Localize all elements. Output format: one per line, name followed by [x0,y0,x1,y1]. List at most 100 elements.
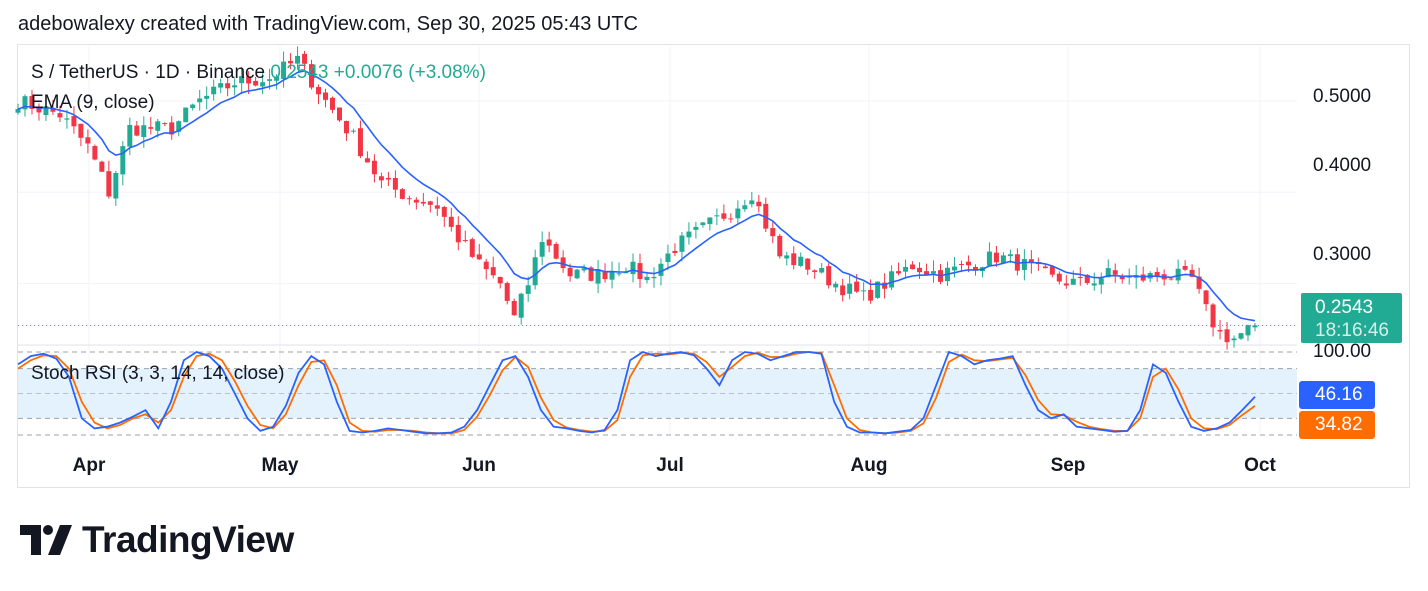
candle-body [658,263,664,276]
candle-body [364,158,370,163]
stoch-k-tag: 46.16 [1299,381,1375,409]
candle-body [323,92,329,100]
candle-body [728,218,734,220]
candle-body [1049,266,1055,275]
candle-body [609,271,615,280]
symbol-name: S / TetherUS · 1D · Binance [31,62,266,83]
candle-body [448,216,454,227]
candle-body [329,97,335,110]
candle-body [71,116,77,127]
candle-body [700,222,706,226]
candle-body [350,130,356,132]
x-tick-label: Jun [462,455,496,476]
candle-body [274,76,280,81]
candle-body [1196,276,1202,289]
candle-body [951,266,957,271]
candle-body [798,256,804,266]
candle-body [644,276,650,281]
candle-body [1077,276,1083,278]
candle-body [742,205,748,210]
candle-body [246,76,252,84]
candle-body [693,226,699,230]
candle-body [1000,255,1006,264]
candle-body [392,178,398,190]
candle-body [896,271,902,274]
candle-body [903,266,909,272]
candle-body [1119,276,1125,280]
candle-body [630,261,636,275]
symbol-legend: S / TetherUS · 1D · Binance 0.2543 +0.00… [31,62,486,84]
candle-body [1182,266,1188,270]
candle-body [134,125,140,136]
candle-body [106,171,112,197]
candle-body [176,121,182,132]
candle-body [267,79,273,81]
price-change: +0.0076 (+3.08%) [333,62,486,83]
candle-body [288,60,294,64]
candle-body [1056,273,1062,282]
candle-body [616,273,622,275]
stoch-rsi-legend: Stoch RSI (3, 3, 14, 14, close) [31,363,285,384]
candle-body [1028,259,1034,263]
stoch-k-line [17,350,1256,435]
candle-body [560,257,566,269]
candle-body [595,269,601,284]
candle-body [749,200,755,205]
candle-body [1007,254,1013,257]
tradingview-logo[interactable]: TradingView [20,519,294,561]
candle-body [469,239,475,257]
candle-body [812,270,818,272]
candle-body [539,242,545,257]
candle-body [309,64,315,88]
candle-body [406,198,412,200]
candle-body [232,85,238,88]
candle-body [889,271,895,288]
chart-frame [17,44,1410,488]
candle-body [931,271,937,274]
candle-body [714,215,720,217]
x-tick-label: Aug [850,455,888,476]
candle-body [882,282,888,289]
candle-body [197,98,203,103]
candle-body [784,255,790,259]
candle-body [518,293,524,318]
candle-body [546,239,552,246]
candle-body [861,290,867,292]
candle-body [336,107,342,121]
price-tag-value: 0.2543 [1315,297,1374,318]
candle-body [986,251,992,266]
candle-body [651,276,657,279]
candle-body [148,127,154,129]
candle-body [665,253,671,262]
candle-body [183,107,189,123]
candle-body [819,267,825,273]
candle-body [302,53,308,64]
candle-body [15,109,21,113]
candle-body [1231,338,1237,341]
y-tick-label: 0.4000 [1313,155,1372,176]
candle-body [413,199,419,203]
candle-body [840,285,846,296]
x-tick-label: Sep [1050,455,1086,476]
candle-body [316,87,322,95]
x-tick-label: Jul [656,455,684,476]
candle-body [1063,283,1069,286]
candle-body [1098,278,1104,285]
candle-body [462,240,468,242]
candle-body [833,283,839,288]
candle-body [1021,259,1027,270]
candle-body [679,235,685,252]
ema-legend: EMA (9, close) [31,92,155,113]
candle-body [211,86,217,95]
candle-body [672,250,678,254]
candle-body [1245,325,1251,336]
x-tick-label: Apr [72,455,106,476]
candle-body [588,267,594,281]
candle-body [22,96,28,110]
candle-body [399,189,405,199]
candle-body [36,107,42,113]
ema-line [17,69,1256,322]
candle-body [1224,329,1230,343]
candle-body [525,285,531,294]
